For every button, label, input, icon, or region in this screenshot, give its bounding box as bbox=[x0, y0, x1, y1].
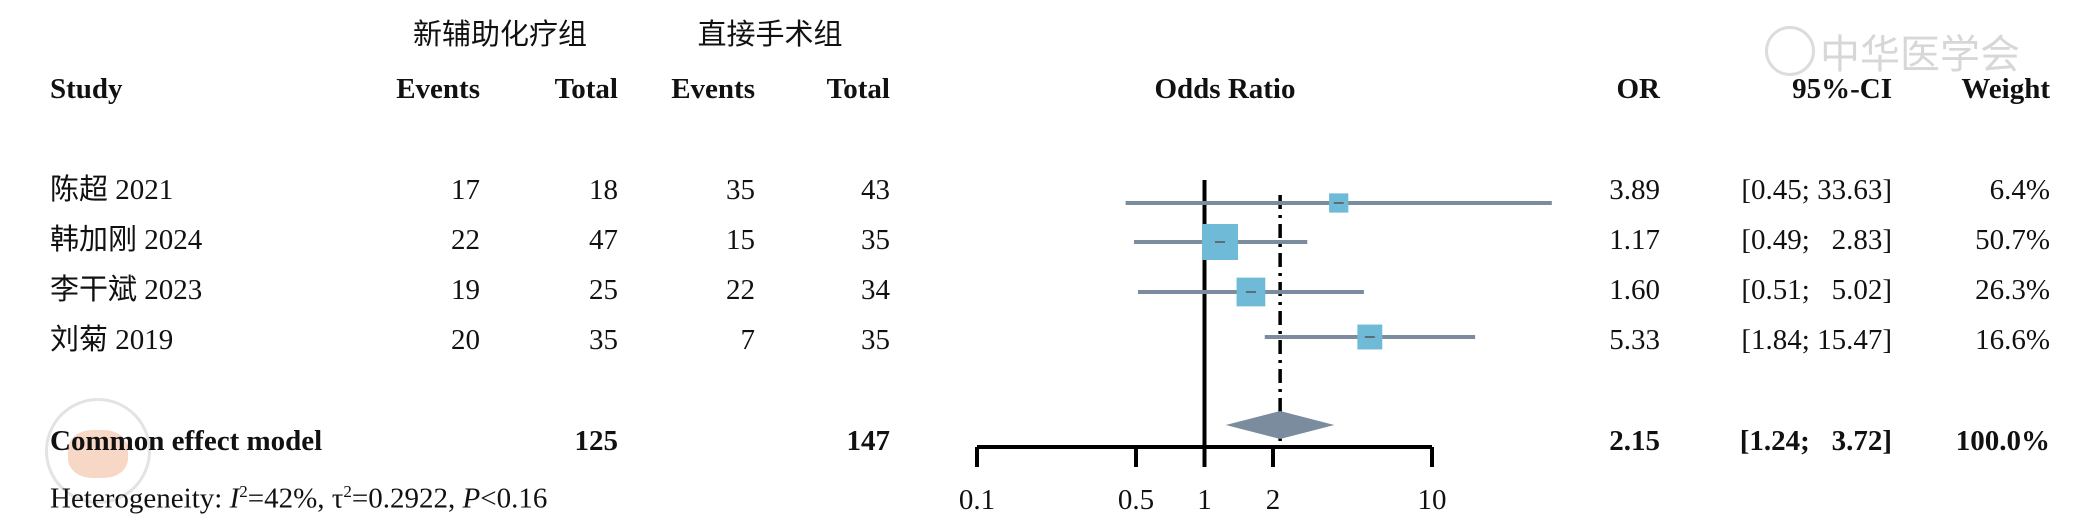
row-events-treatment: 22 bbox=[451, 224, 480, 256]
row-total-treatment: 47 bbox=[589, 224, 618, 256]
x-tick-label: 1 bbox=[1197, 484, 1212, 516]
row-events-control: 7 bbox=[740, 324, 756, 356]
watermark-text: 中华医学会 bbox=[1820, 32, 2020, 77]
x-tick-label: 0.5 bbox=[1118, 484, 1154, 516]
row-ci: [0.49; 2.83] bbox=[1741, 224, 1892, 256]
row-events-control: 22 bbox=[726, 274, 755, 306]
header-total-treatment: Total bbox=[554, 73, 618, 105]
watermark-seal-icon bbox=[1765, 26, 1815, 76]
summary-total-control: 147 bbox=[846, 425, 891, 457]
header-study: Study bbox=[50, 73, 123, 105]
x-tick-label: 2 bbox=[1266, 484, 1281, 516]
row-or: 1.60 bbox=[1609, 274, 1660, 306]
row-total-control: 35 bbox=[861, 324, 890, 356]
header-or: OR bbox=[1616, 73, 1661, 105]
pooled-diamond bbox=[1225, 411, 1335, 439]
row-ci: [0.51; 5.02] bbox=[1741, 274, 1892, 306]
row-total-control: 35 bbox=[861, 224, 890, 256]
p-symbol: P bbox=[462, 482, 481, 515]
row-study: 刘菊 2019 bbox=[50, 324, 174, 356]
row-study: 李干斌 2023 bbox=[50, 274, 203, 306]
summary-or: 2.15 bbox=[1609, 425, 1660, 457]
row-study: 韩加刚 2024 bbox=[50, 224, 203, 256]
tau2-value: =0.2922, bbox=[351, 482, 463, 515]
row-weight: 26.3% bbox=[1975, 274, 2050, 306]
summary-total-treatment: 125 bbox=[574, 425, 619, 457]
row-ci: [1.84; 15.47] bbox=[1741, 324, 1892, 356]
row-or: 5.33 bbox=[1609, 324, 1660, 356]
x-tick-label: 0.1 bbox=[959, 484, 995, 516]
group-label-control: 直接手术组 bbox=[697, 19, 843, 51]
i2-symbol: I bbox=[229, 482, 240, 515]
p-value: <0.16 bbox=[480, 482, 548, 515]
row-total-control: 34 bbox=[861, 274, 890, 306]
row-events-control: 35 bbox=[726, 174, 755, 206]
header-weight: Weight bbox=[1961, 73, 2050, 105]
heterogeneity-prefix: Heterogeneity: bbox=[50, 482, 230, 515]
row-total-control: 43 bbox=[861, 174, 890, 206]
row-events-control: 15 bbox=[726, 224, 755, 256]
x-tick-label: 10 bbox=[1418, 484, 1447, 516]
summary-label: Common effect model bbox=[50, 425, 323, 457]
header-events-control: Events bbox=[671, 73, 755, 105]
i2-value: =42%, τ bbox=[247, 482, 344, 515]
row-study: 陈超 2021 bbox=[50, 174, 174, 206]
row-total-treatment: 35 bbox=[589, 324, 618, 356]
header-events-treatment: Events bbox=[396, 73, 480, 105]
row-weight: 6.4% bbox=[1989, 174, 2050, 206]
row-weight: 16.6% bbox=[1975, 324, 2050, 356]
row-or: 1.17 bbox=[1609, 224, 1660, 256]
row-weight: 50.7% bbox=[1975, 224, 2050, 256]
header-ci: 95%-CI bbox=[1792, 73, 1892, 105]
header-odds-ratio: Odds Ratio bbox=[1154, 73, 1296, 105]
header-total-control: Total bbox=[826, 73, 890, 105]
row-ci: [0.45; 33.63] bbox=[1741, 174, 1892, 206]
row-events-treatment: 20 bbox=[451, 324, 480, 356]
row-or: 3.89 bbox=[1609, 174, 1660, 206]
summary-ci: [1.24; 3.72] bbox=[1739, 425, 1892, 457]
row-total-treatment: 25 bbox=[589, 274, 618, 306]
row-total-treatment: 18 bbox=[589, 174, 618, 206]
association-seal-icon bbox=[45, 398, 151, 504]
summary-weight: 100.0% bbox=[1955, 425, 2050, 457]
row-events-treatment: 19 bbox=[451, 274, 480, 306]
group-label-treatment: 新辅助化疗组 bbox=[412, 19, 587, 51]
row-events-treatment: 17 bbox=[451, 174, 480, 206]
heterogeneity-text: Heterogeneity: I2=42%, τ2=0.2922, P<0.16 bbox=[50, 482, 548, 515]
